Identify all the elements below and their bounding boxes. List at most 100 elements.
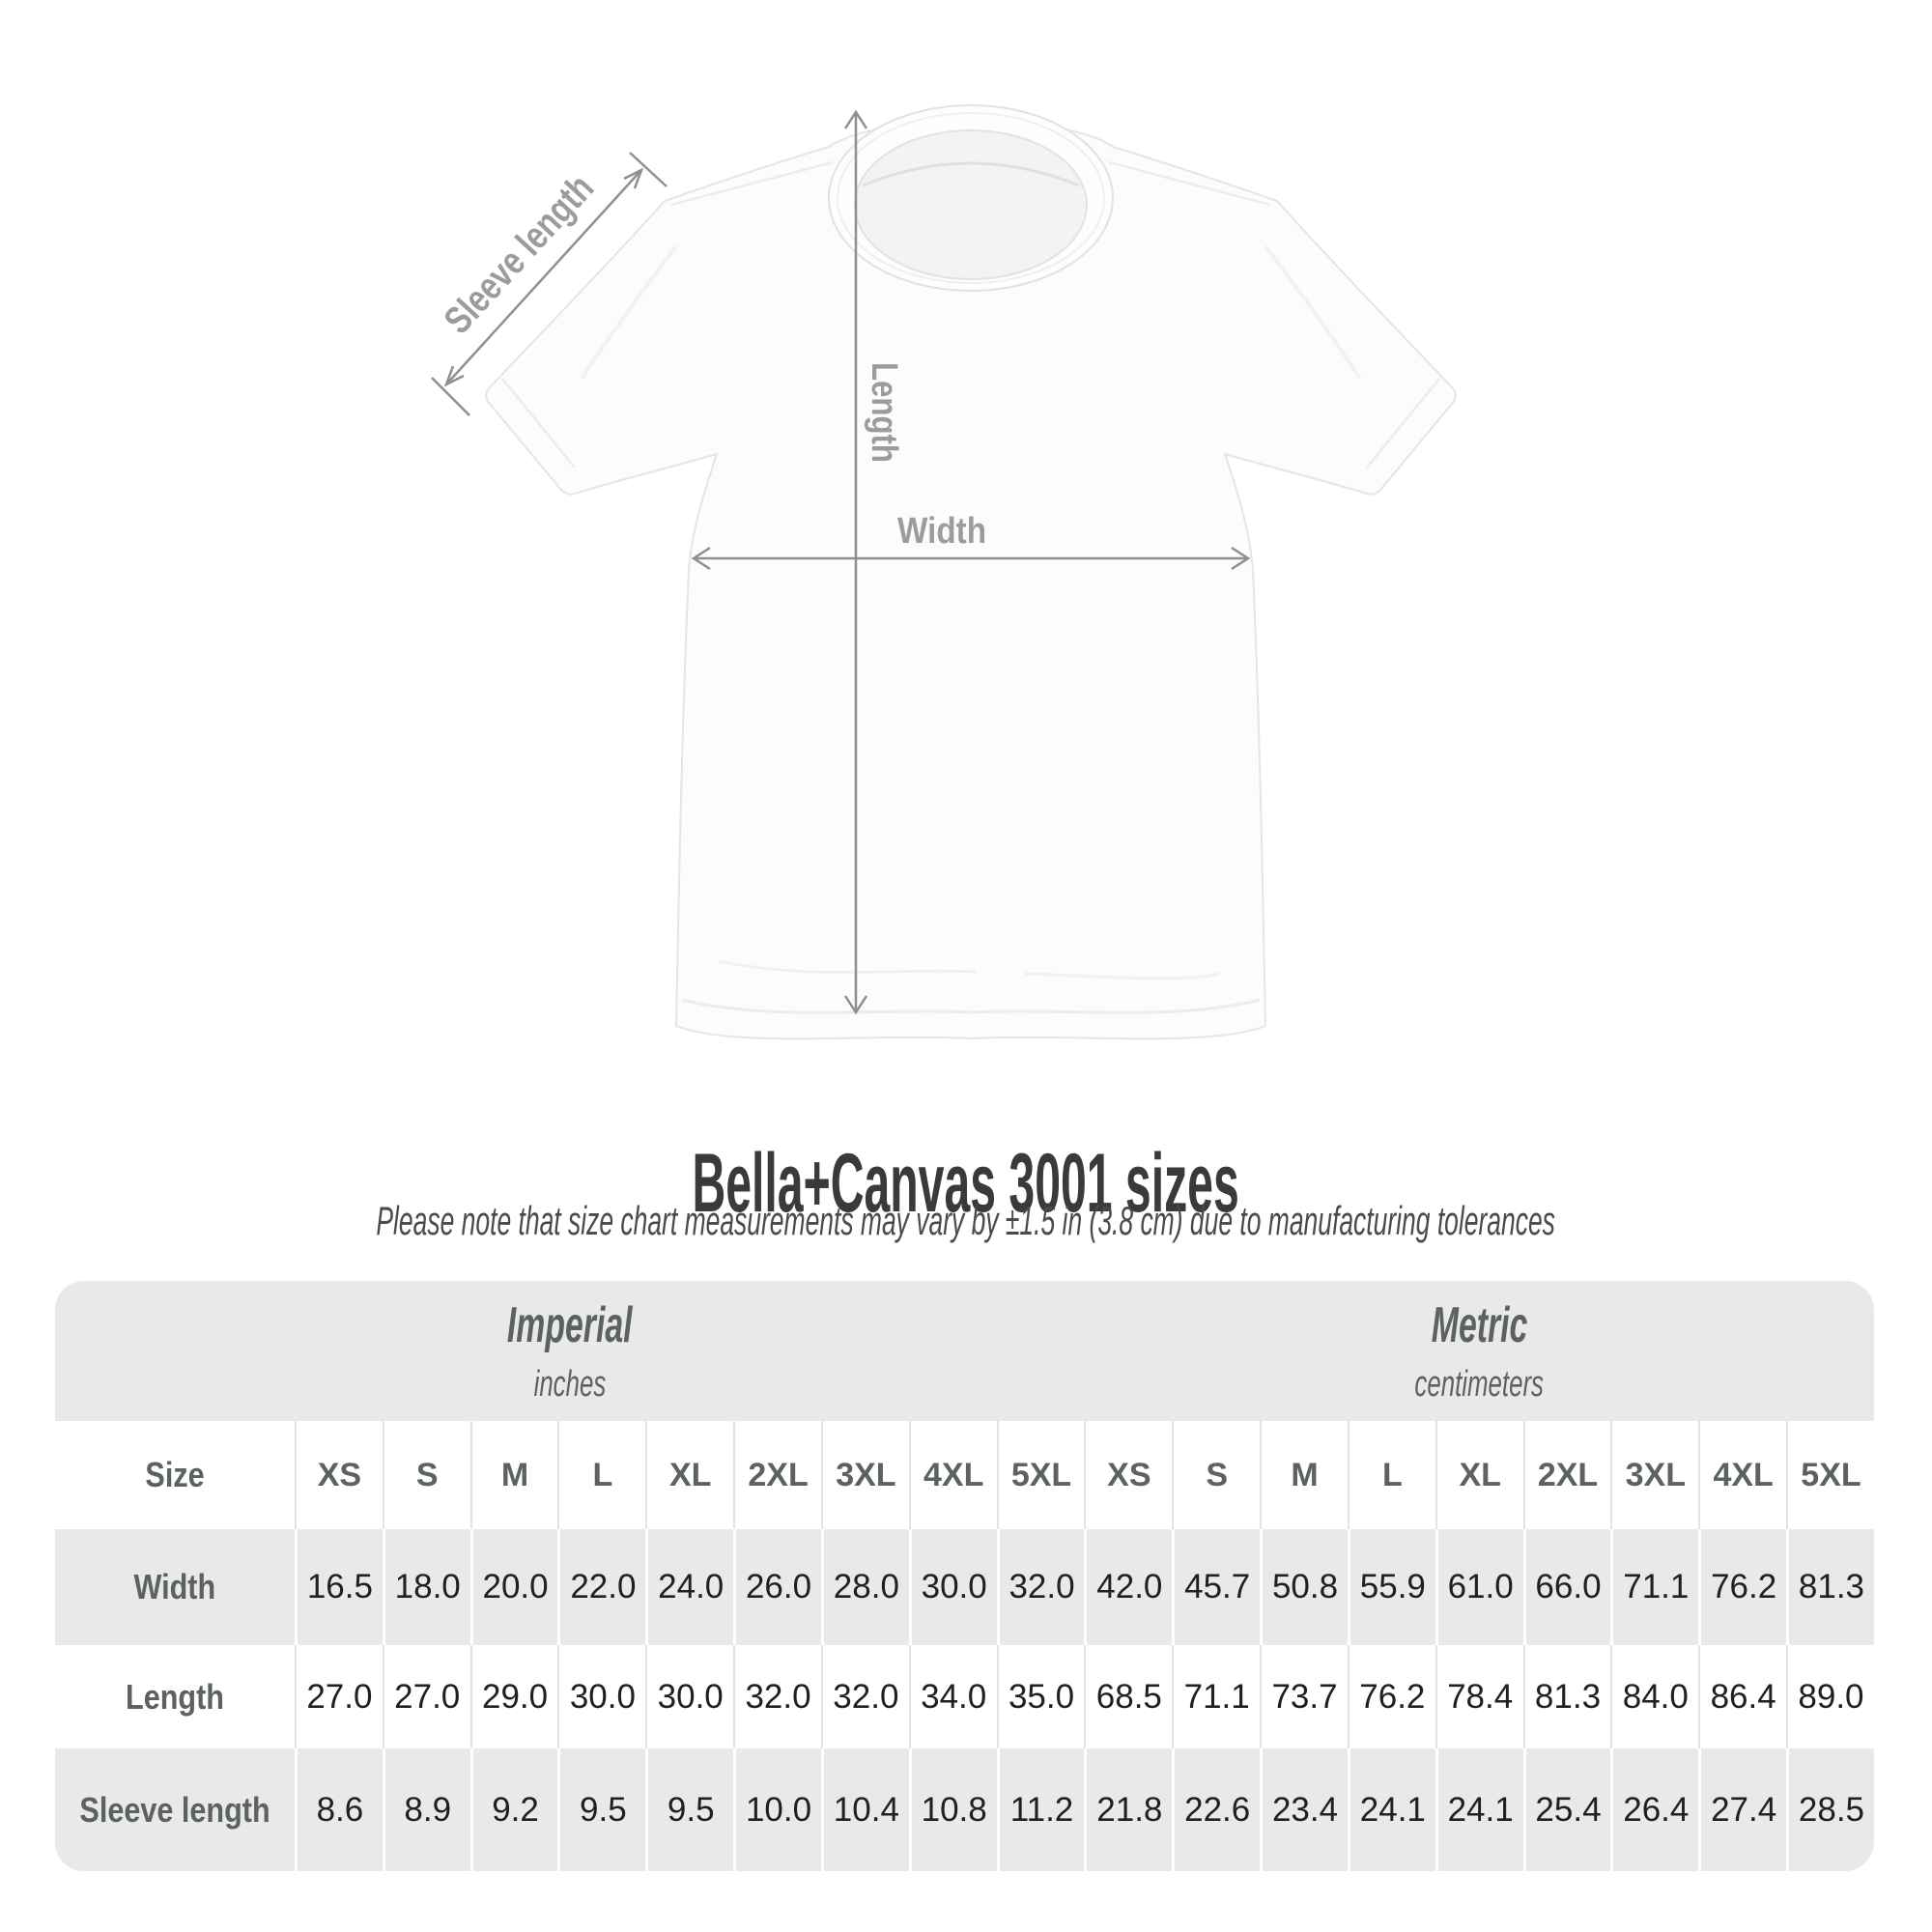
row-label-text: Sleeve length [79,1789,270,1830]
length-row: Length 27.0 27.0 29.0 30.0 30.0 32.0 32.… [55,1645,1874,1748]
table-cell: 71.1 [1172,1645,1260,1748]
table-cell: 23.4 [1260,1748,1348,1871]
size-header-imperial: XS [294,1421,383,1529]
table-cell: 24.1 [1435,1748,1523,1871]
table-cell: 89.0 [1786,1645,1874,1748]
table-cell: 18.0 [382,1529,470,1645]
metric-subtitle-text: centimeters [1414,1364,1544,1405]
table-cell: 32.0 [996,1529,1085,1645]
sleeve-arrow-tick-bottom [431,377,470,416]
tshirt-measurement-diagram: Sleeve length Length Width [431,104,1457,1040]
imperial-title: Imperial [473,1296,666,1354]
size-col-header-text: Size [145,1455,205,1494]
collar-opening [855,130,1087,279]
table-cell: 27.4 [1698,1748,1786,1871]
table-cell: 61.0 [1435,1529,1523,1645]
size-header-metric: S [1172,1421,1260,1529]
table-cell: 76.2 [1347,1645,1435,1748]
metric-title: Metric [1406,1296,1553,1354]
size-header-metric: L [1347,1421,1435,1529]
length-arrow [843,109,868,1015]
imperial-title-text: Imperial [506,1297,633,1353]
size-header-metric: XL [1435,1421,1523,1529]
hem-wrinkle-right [1023,972,1220,980]
left-sleeve-crease [580,244,678,381]
tshirt-body [485,120,1457,1040]
table-cell: 84.0 [1610,1645,1698,1748]
table-cell: 27.0 [382,1645,470,1748]
row-label: Width [55,1529,295,1645]
table-cell: 8.9 [382,1748,470,1871]
collar-inner-shadow [862,161,1080,187]
metric-header: Metric centimeters [1084,1281,1874,1421]
left-cuff-seam [501,378,576,469]
table-cell: 73.7 [1260,1645,1348,1748]
table-cell: 34.0 [908,1645,997,1748]
size-header-imperial: 3XL [820,1421,909,1529]
table-cell: 24.0 [645,1529,733,1645]
width-row: Width 16.5 18.0 20.0 22.0 24.0 26.0 28.0… [55,1529,1874,1645]
size-table: Imperial inches Metric centimeters Size … [55,1281,1874,1871]
row-label-text: Width [133,1567,216,1606]
right-cuff-seam [1366,378,1440,469]
table-cell: 9.5 [645,1748,733,1871]
tshirt-illustration [485,104,1457,1040]
right-sleeve-crease [1264,244,1362,381]
table-cell: 10.4 [820,1748,909,1871]
table-cell: 45.7 [1172,1529,1260,1645]
unit-header-band: Imperial inches Metric centimeters [55,1281,1874,1421]
table-cell: 25.4 [1522,1748,1611,1871]
table-cell: 28.0 [820,1529,909,1645]
table-cell: 9.2 [469,1748,558,1871]
table-cell: 30.0 [557,1645,645,1748]
sleeve-length-arrow [431,152,668,416]
imperial-subtitle-text: inches [533,1364,607,1405]
imperial-header: Imperial inches [55,1281,1084,1421]
size-header-metric: 5XL [1786,1421,1874,1529]
page-title-text: Bella+Canvas 3001 sizes [692,1137,1240,1230]
collar-stitch [837,112,1105,284]
sleeve-arrow-tick-top [629,152,668,187]
left-shoulder-seam [670,160,834,207]
size-header-metric: 4XL [1698,1421,1786,1529]
table-cell: 29.0 [469,1645,558,1748]
page-title: Bella+Canvas 3001 sizes [0,1136,1932,1232]
table-cell: 11.2 [996,1748,1085,1871]
table-cell: 66.0 [1522,1529,1611,1645]
row-label-text: Length [125,1676,224,1717]
table-cell: 86.4 [1698,1645,1786,1748]
tolerance-note: Please note that size chart measurements… [0,1198,1932,1244]
table-cell: 10.0 [733,1748,821,1871]
table-cell: 71.1 [1610,1529,1698,1645]
collar [827,104,1115,292]
table-cell: 35.0 [996,1645,1085,1748]
table-cell: 22.0 [557,1529,645,1645]
table-cell: 55.9 [1347,1529,1435,1645]
tolerance-note-text: Please note that size chart measurements… [376,1198,1556,1243]
table-cell: 50.8 [1260,1529,1348,1645]
table-cell: 8.6 [294,1748,383,1871]
table-cell: 30.0 [645,1645,733,1748]
table-cell: 24.1 [1347,1748,1435,1871]
size-header-metric: M [1260,1421,1348,1529]
size-header-imperial: M [469,1421,558,1529]
size-col-header: Size [55,1421,295,1529]
table-cell: 26.0 [733,1529,821,1645]
size-header-imperial: 5XL [996,1421,1085,1529]
size-header-imperial: 2XL [733,1421,821,1529]
table-cell: 21.8 [1084,1748,1172,1871]
hem-stitch [681,998,1261,1014]
size-header-row: Size XS S M L XL 2XL 3XL 4XL 5XL XS S M … [55,1421,1874,1529]
table-cell: 81.3 [1522,1645,1611,1748]
imperial-subtitle: inches [517,1364,623,1406]
length-label: Length [864,362,904,463]
size-header-metric: 2XL [1522,1421,1611,1529]
sleeve-length-row: Sleeve length 8.6 8.9 9.2 9.5 9.5 10.0 1… [55,1748,1874,1871]
table-cell: 27.0 [294,1645,383,1748]
size-header-metric: XS [1084,1421,1172,1529]
size-header-imperial: XL [645,1421,733,1529]
table-cell: 16.5 [294,1529,383,1645]
table-cell: 76.2 [1698,1529,1786,1645]
table-cell: 78.4 [1435,1645,1523,1748]
size-header-imperial: S [382,1421,470,1529]
